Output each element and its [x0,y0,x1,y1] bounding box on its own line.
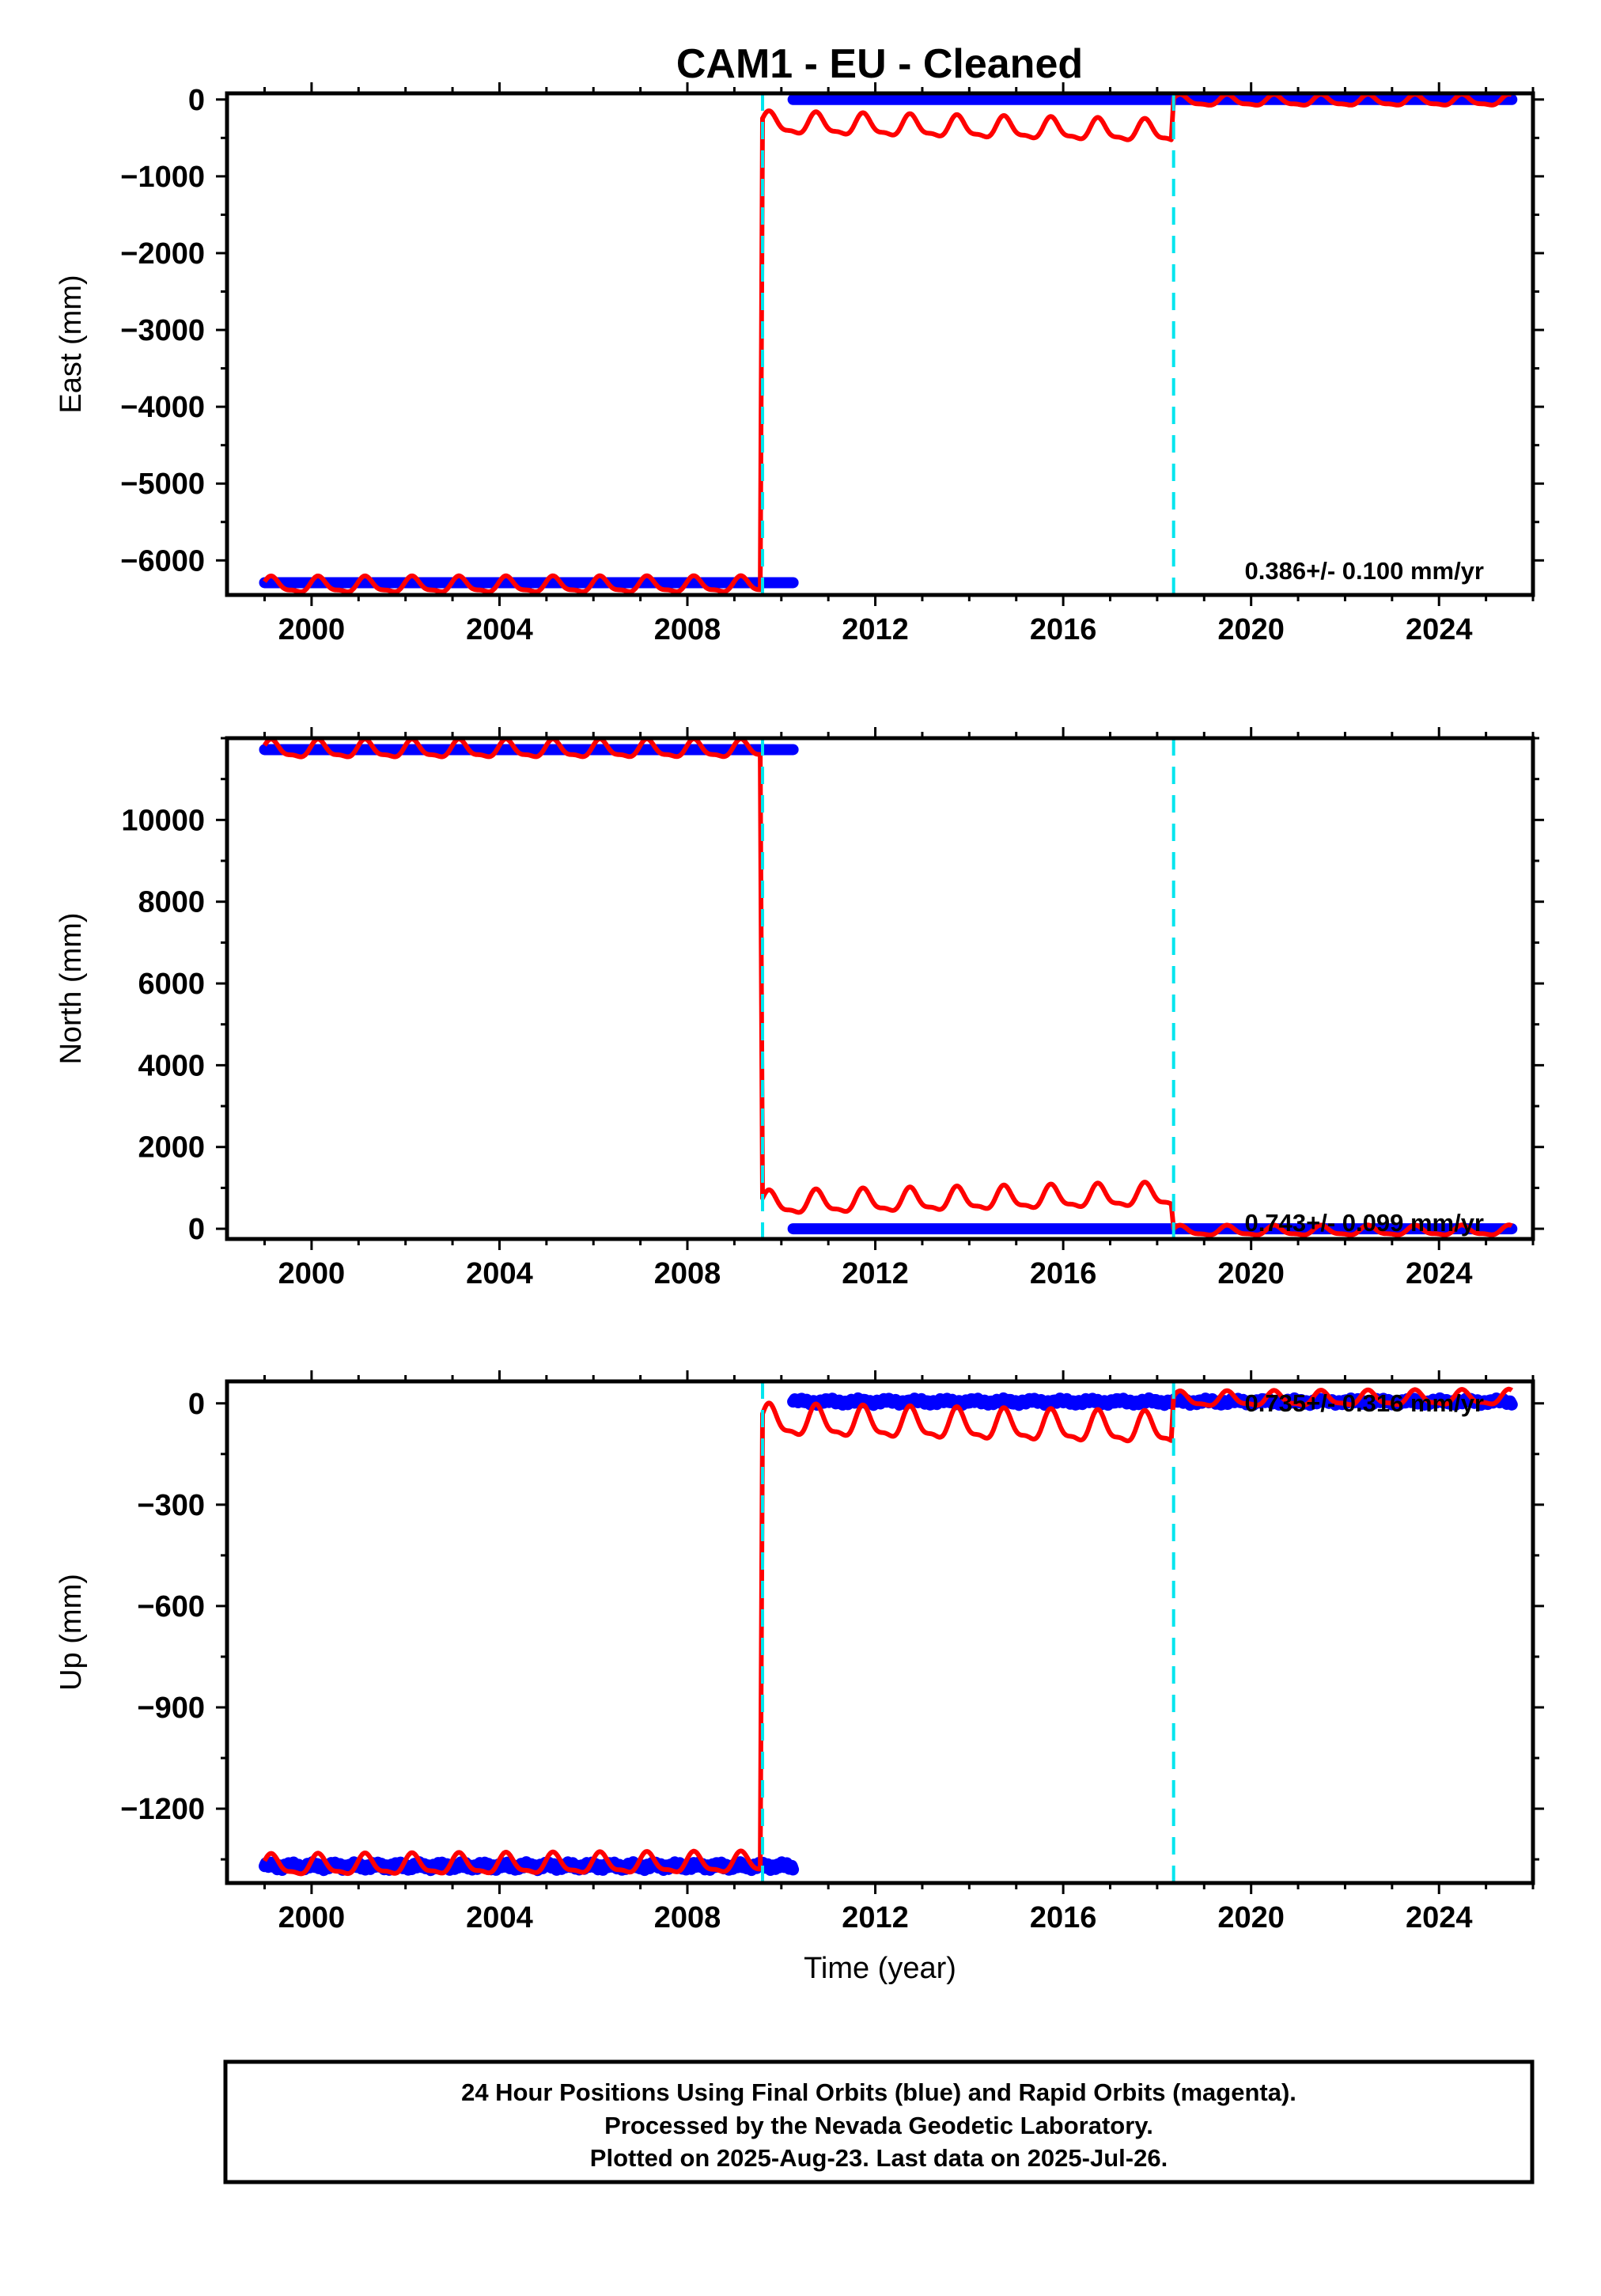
x-tick-label-2000: 2000 [278,1901,346,1934]
x-tick-label-2024: 2024 [1406,1257,1473,1290]
caption-line-1: 24 Hour Positions Using Final Orbits (bl… [461,2078,1296,2106]
y-tick-label: 0 [188,1388,205,1421]
rate-annotation: 0.743+/- 0.099 mm/yr [1245,1209,1484,1237]
x-tick-label-2012: 2012 [842,1257,909,1290]
y-axis-label: Up (mm) [55,1574,88,1691]
x-tick-label-2020: 2020 [1217,613,1285,646]
x-tick-label-2008: 2008 [654,1257,721,1290]
caption-line-2: Processed by the Nevada Geodetic Laborat… [604,2112,1153,2139]
panel-frame [225,736,1535,1241]
caption-line-3: Plotted on 2025-Aug-23. Last data on 202… [590,2144,1168,2172]
y-tick-label: −900 [137,1692,205,1725]
y-tick-label: −5000 [120,468,205,501]
plot-area [259,1386,1518,1877]
y-tick-label: 10000 [121,804,205,837]
panel-frame [225,1379,1535,1885]
x-tick-label-2024: 2024 [1406,613,1473,646]
x-axis-label: Time (year) [804,1952,956,1985]
final-orbit-points-0 [259,1856,800,1877]
y-tick-label: −300 [137,1489,205,1522]
x-tick-label-2016: 2016 [1030,613,1097,646]
x-tick-label-2016: 2016 [1030,1901,1097,1934]
caption-frame [223,2059,1535,2184]
rate-annotation: 0.386+/- 0.100 mm/yr [1245,557,1484,585]
y-axis-label: North (mm) [55,912,88,1064]
y-tick-label: −6000 [120,544,205,578]
y-tick-label: −3000 [120,314,205,347]
x-tick-label-2004: 2004 [466,1901,533,1934]
x-tick-label-2008: 2008 [654,1901,721,1934]
plot-area [259,93,1518,594]
x-tick-label-2012: 2012 [842,613,909,646]
rate-annotation: 0.735+/- 0.316 mm/yr [1245,1389,1484,1417]
y-tick-label: −600 [137,1590,205,1623]
caption-box: 24 Hour Positions Using Final Orbits (bl… [223,2059,1535,2184]
x-tick-label-2004: 2004 [466,1257,533,1290]
y-tick-label: −2000 [120,237,205,271]
up-panel: 2000 2004 2008 2012 2016 2020 2024 0 −300 −600 −90… [55,1370,1544,1985]
model-fit-line [262,1386,1514,1877]
figure-title: CAM1 - EU - Cleaned [676,41,1083,87]
y-tick-label: −4000 [120,391,205,424]
x-tick-label-2024: 2024 [1406,1901,1473,1934]
x-tick-label-2008: 2008 [654,613,721,646]
y-tick-label: 8000 [138,886,205,919]
x-tick-label-2000: 2000 [278,1257,346,1290]
panel-frame [225,91,1535,597]
x-tick-label-2016: 2016 [1030,1257,1097,1290]
x-tick-label-2012: 2012 [842,1901,909,1934]
y-tick-label: 0 [188,1213,205,1246]
y-tick-label: −1000 [120,161,205,194]
y-tick-label: −1200 [120,1793,205,1826]
y-axis-label: East (mm) [55,275,88,413]
model-fit-line [263,738,1514,1237]
y-tick-label: 4000 [138,1049,205,1082]
east-panel: 2000 2004 2008 2012 2016 2020 2024 0 −1000 −2000 −… [55,82,1544,646]
y-tick-label: 6000 [138,968,205,1001]
y-tick-label: 0 [188,84,205,117]
plot-area [259,738,1518,1237]
north-panel: 2000 2004 2008 2012 2016 2020 2024 0 2000 4000 600… [55,727,1544,1290]
y-tick-label: 2000 [138,1131,205,1165]
x-tick-label-2004: 2004 [466,613,533,646]
x-tick-label-2020: 2020 [1217,1901,1285,1934]
x-tick-label-2020: 2020 [1217,1257,1285,1290]
model-fit-line [263,93,1514,594]
x-tick-label-2000: 2000 [278,613,346,646]
